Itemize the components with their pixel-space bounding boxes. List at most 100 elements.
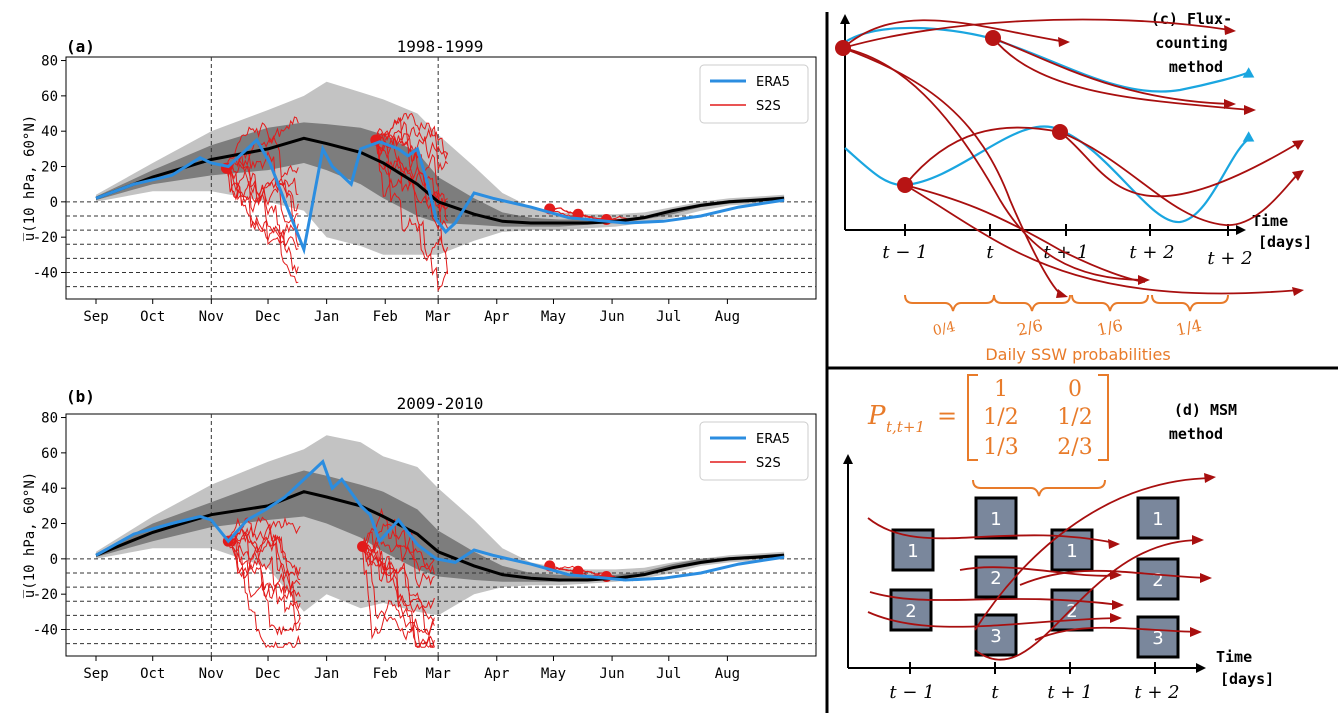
x-tick-label: Jul: [656, 309, 681, 325]
d-tick-label: t: [991, 682, 999, 703]
msm-state-box: [1136, 615, 1180, 659]
s2s-forecast-line: [362, 519, 435, 589]
msm-state-label: 2: [905, 601, 916, 622]
x-tick-label: Oct: [140, 666, 165, 682]
msm-state-label: 2: [990, 568, 1001, 589]
y-tick-label: 20: [41, 517, 58, 533]
panel-a-legend: ERA5 S2S: [699, 64, 809, 124]
d-matrix-bracket-right: [1098, 374, 1109, 461]
panel-b-x-ticks: Sep Oct Nov Dec Jan Feb Mar Apr May Jun Jul Aug: [83, 656, 740, 682]
x-tick-label: Apr: [484, 666, 509, 682]
msm-state-label: 3: [1152, 628, 1163, 649]
y-tick-label: -20: [33, 587, 58, 603]
y-tick-label: 20: [41, 160, 58, 176]
panel-a-s2s-forecasts: [220, 112, 634, 292]
x-tick-label: Jan: [314, 309, 339, 325]
c-tick-label: t + 2: [1129, 242, 1174, 263]
legend-era5-label: ERA5: [756, 75, 790, 90]
msm-state-label: 1: [907, 541, 918, 562]
c-probability: 0/4: [931, 319, 956, 339]
d-matrix-subscript: t,t+1: [886, 418, 925, 436]
s2s-forecast-line: [227, 541, 301, 631]
outer-spread-band: [96, 81, 785, 255]
x-tick-label: Nov: [199, 666, 224, 682]
d-matrix-cell: 1/2: [983, 405, 1018, 430]
x-tick-label: Sep: [83, 666, 108, 682]
y-tick-label: -40: [33, 266, 58, 282]
d-panel-label: (d) MSM method: [1169, 401, 1246, 443]
d-axis-ticks: [909, 662, 1156, 674]
msm-state-box: [974, 496, 1018, 540]
s2s-forecast-line: [362, 546, 435, 649]
d-tick-label: t − 1: [889, 682, 934, 703]
d-matrix-cell: 0: [1068, 377, 1082, 402]
panel-a-ylabel: u̅(10 hPa, 60°N): [22, 115, 38, 241]
s2s-forecast-line: [225, 168, 299, 275]
x-tick-label: Jan: [314, 666, 339, 682]
panel-b-legend: ERA5 S2S: [699, 421, 809, 481]
x-tick-label: Apr: [484, 309, 509, 325]
s2s-forecast-line: [362, 542, 435, 636]
d-matrix-cell: 1/2: [1057, 405, 1092, 430]
c-x-arrow-icon: [1236, 225, 1246, 235]
x-tick-label: Nov: [199, 309, 224, 325]
legend-s2s-label: S2S: [756, 456, 781, 471]
s2s-forecast-line: [227, 532, 301, 614]
x-tick-label: May: [541, 666, 566, 682]
x-tick-label: Feb: [373, 666, 398, 682]
panel-a-y-ticks: 80 60 40 20 0 -20 -40: [33, 54, 66, 282]
s2s-forecast-line: [225, 122, 299, 179]
y-tick-label: 40: [41, 124, 58, 140]
forecast-init-point: [357, 540, 369, 552]
panel-a-title: 1998-1999: [397, 37, 484, 56]
s2s-forecast-line: [226, 167, 299, 251]
c-tick-label: t − 1: [882, 242, 927, 263]
c-caption: Daily SSW probabilities: [985, 345, 1170, 364]
panel-a-x-ticks: Sep Oct Nov Dec Jan Feb Mar Apr May Jun Jul Aug: [83, 299, 740, 325]
s2s-forecast-line: [227, 533, 301, 590]
msm-state-label: 1: [1152, 509, 1163, 530]
climatology-mean-line: [95, 490, 785, 582]
d-red-trajectories: [867, 477, 1213, 661]
d-matrix-cell: 2/3: [1057, 435, 1092, 460]
d-matrix-cell: 1/3: [983, 435, 1018, 460]
x-tick-label: May: [541, 309, 566, 325]
panel-b-lines: [95, 459, 785, 582]
c-time-label: Time [days]: [1252, 212, 1312, 251]
c-probability: 1/4: [1174, 316, 1203, 340]
msm-state-label: 2: [1066, 601, 1077, 622]
c-cyan-arrow-icon: [1242, 131, 1255, 142]
d-red-arrowheads: [1108, 473, 1216, 637]
s2s-forecast-line: [225, 162, 299, 224]
x-tick-label: Dec: [255, 666, 280, 682]
d-x-arrow-icon: [1196, 663, 1206, 673]
msm-state-label: 1: [990, 509, 1001, 530]
x-tick-label: Aug: [715, 666, 740, 682]
d-matrix-cells: 1 0 1/2 1/2 1/3 2/3: [983, 377, 1092, 460]
x-tick-label: Jun: [599, 666, 624, 682]
era5-line: [95, 459, 785, 582]
c-probability: 1/6: [1095, 316, 1124, 340]
x-tick-label: Oct: [140, 309, 165, 325]
c-cyan-arrow-icon: [1242, 67, 1255, 78]
x-tick-label: Dec: [255, 309, 280, 325]
panel-a: (a) 1998-1999 80 60 40 20 0 -20 -40 Sep Oct Nov D…: [22, 37, 817, 325]
c-cyan-trajectory-lower: [844, 125, 1251, 224]
c-state-dots: [835, 30, 1068, 193]
panel-b-title: 2009-2010: [397, 394, 484, 413]
s2s-forecast-line: [375, 127, 448, 222]
s2s-forecast-line: [362, 546, 435, 648]
c-tick-label: t + 2: [1207, 248, 1252, 269]
msm-state-label: 3: [990, 626, 1001, 647]
x-tick-label: Jul: [656, 666, 681, 682]
d-time-label: Time [days]: [1216, 648, 1274, 688]
d-y-arrow-icon: [843, 454, 853, 464]
msm-state-box: [891, 528, 935, 572]
s2s-forecast-line: [362, 542, 435, 648]
s2s-forecast-line: [375, 120, 449, 231]
s2s-forecast-line: [375, 117, 449, 275]
msm-state-box: [1136, 496, 1180, 540]
y-tick-label: 40: [41, 481, 58, 497]
c-braces: [904, 294, 1229, 312]
